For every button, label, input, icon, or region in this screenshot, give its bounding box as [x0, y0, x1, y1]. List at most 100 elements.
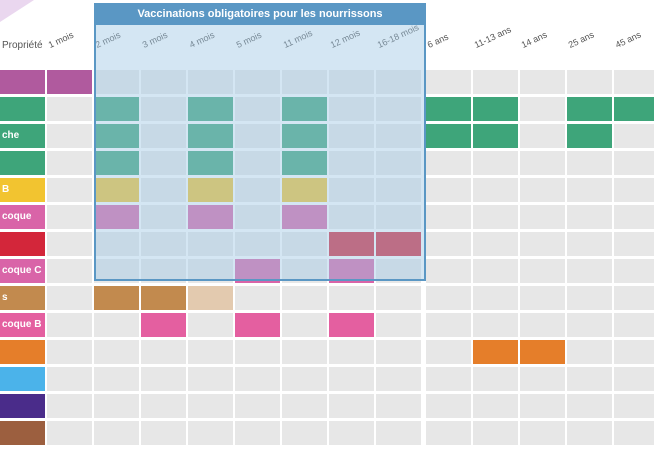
schedule-cell	[329, 124, 374, 148]
schedule-cell	[282, 178, 327, 202]
schedule-cell	[94, 340, 139, 364]
schedule-cell	[47, 286, 92, 310]
row-label	[0, 151, 45, 175]
schedule-cell	[567, 151, 612, 175]
row-label: B	[0, 178, 45, 202]
column-header: 25 ans	[566, 29, 596, 50]
schedule-cell	[47, 97, 92, 121]
schedule-cell	[473, 178, 518, 202]
row-label: s	[0, 286, 45, 310]
schedule-cell	[94, 421, 139, 445]
schedule-cell	[141, 124, 186, 148]
schedule-cell	[473, 151, 518, 175]
schedule-cell	[235, 232, 280, 256]
schedule-cell	[614, 232, 654, 256]
schedule-cell	[141, 313, 186, 337]
schedule-cell	[47, 151, 92, 175]
column-header: 14 ans	[519, 29, 549, 50]
schedule-cell	[188, 367, 233, 391]
schedule-cell	[47, 232, 92, 256]
schedule-cell	[47, 259, 92, 283]
schedule-cell	[329, 151, 374, 175]
schedule-cell	[376, 367, 421, 391]
schedule-cell	[94, 232, 139, 256]
schedule-cell	[329, 367, 374, 391]
schedule-cell	[282, 367, 327, 391]
schedule-cell	[376, 124, 421, 148]
schedule-cell	[473, 232, 518, 256]
schedule-cell	[520, 124, 565, 148]
schedule-cell	[567, 205, 612, 229]
schedule-cell	[188, 394, 233, 418]
schedule-cell	[188, 421, 233, 445]
schedule-cell	[473, 340, 518, 364]
schedule-cell	[520, 70, 565, 94]
schedule-cell	[614, 421, 654, 445]
schedule-cell	[473, 205, 518, 229]
schedule-cell	[282, 205, 327, 229]
schedule-cell	[376, 151, 421, 175]
schedule-cell	[188, 178, 233, 202]
schedule-cell	[426, 394, 471, 418]
schedule-cell	[520, 259, 565, 283]
schedule-cell	[329, 421, 374, 445]
row-label	[0, 421, 45, 445]
schedule-cell	[235, 421, 280, 445]
schedule-cell	[329, 394, 374, 418]
row-label	[0, 232, 45, 256]
schedule-cell	[473, 367, 518, 391]
schedule-cell	[94, 205, 139, 229]
schedule-cell	[376, 286, 421, 310]
schedule-cell	[520, 178, 565, 202]
column-header: 11-13 ans	[472, 24, 513, 50]
schedule-cell	[141, 178, 186, 202]
schedule-cell	[520, 313, 565, 337]
schedule-cell	[614, 151, 654, 175]
schedule-cell	[426, 178, 471, 202]
schedule-cell	[426, 313, 471, 337]
schedule-cell	[141, 205, 186, 229]
schedule-cell	[282, 151, 327, 175]
schedule-cell	[235, 124, 280, 148]
schedule-cell	[235, 340, 280, 364]
schedule-cell	[282, 421, 327, 445]
schedule-cell	[141, 232, 186, 256]
schedule-cell	[94, 124, 139, 148]
schedule-cell	[567, 340, 612, 364]
schedule-cell	[47, 421, 92, 445]
schedule-cell	[235, 97, 280, 121]
schedule-cell	[188, 124, 233, 148]
schedule-cell	[47, 394, 92, 418]
schedule-cell	[473, 70, 518, 94]
schedule-cell	[426, 97, 471, 121]
schedule-cell	[567, 367, 612, 391]
schedule-cell	[94, 313, 139, 337]
schedule-cell	[376, 394, 421, 418]
schedule-cell	[94, 151, 139, 175]
row-label	[0, 97, 45, 121]
schedule-cell	[94, 286, 139, 310]
schedule-cell	[188, 151, 233, 175]
schedule-cell	[47, 124, 92, 148]
column-header: 45 ans	[613, 29, 643, 50]
schedule-cell	[329, 313, 374, 337]
schedule-cell	[520, 394, 565, 418]
schedule-cell	[235, 151, 280, 175]
schedule-cell	[188, 70, 233, 94]
schedule-cell	[567, 178, 612, 202]
column-header: 1 mois	[46, 29, 76, 50]
schedule-cell	[235, 286, 280, 310]
schedule-cell	[235, 70, 280, 94]
schedule-cell	[473, 421, 518, 445]
schedule-cell	[188, 313, 233, 337]
row-label	[0, 70, 45, 94]
schedule-cell	[94, 394, 139, 418]
schedule-cell	[282, 340, 327, 364]
schedule-cell	[473, 286, 518, 310]
row-label: che	[0, 124, 45, 148]
schedule-cell	[141, 97, 186, 121]
schedule-cell	[426, 286, 471, 310]
schedule-cell	[141, 421, 186, 445]
schedule-cell	[376, 97, 421, 121]
